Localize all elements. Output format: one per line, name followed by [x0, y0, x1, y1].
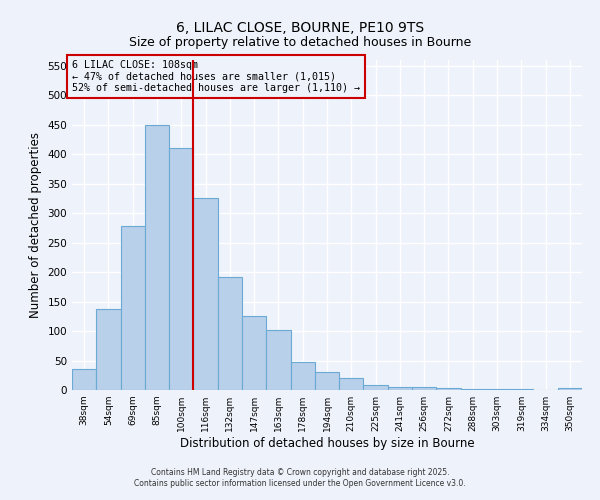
Bar [364, 386, 388, 390]
Bar [412, 387, 436, 390]
Bar [121, 226, 145, 390]
Y-axis label: Number of detached properties: Number of detached properties [29, 132, 42, 318]
Bar [315, 372, 339, 390]
Text: 6, LILAC CLOSE, BOURNE, PE10 9TS: 6, LILAC CLOSE, BOURNE, PE10 9TS [176, 20, 424, 34]
Bar [169, 148, 193, 390]
Bar [290, 362, 315, 390]
Bar [339, 378, 364, 390]
Bar [218, 277, 242, 390]
Bar [72, 370, 96, 390]
Bar [193, 198, 218, 390]
Text: Contains HM Land Registry data © Crown copyright and database right 2025.
Contai: Contains HM Land Registry data © Crown c… [134, 468, 466, 487]
Bar [461, 389, 485, 390]
X-axis label: Distribution of detached houses by size in Bourne: Distribution of detached houses by size … [179, 437, 475, 450]
Bar [388, 387, 412, 390]
Bar [558, 388, 582, 390]
Text: 6 LILAC CLOSE: 108sqm
← 47% of detached houses are smaller (1,015)
52% of semi-d: 6 LILAC CLOSE: 108sqm ← 47% of detached … [72, 60, 360, 93]
Text: Size of property relative to detached houses in Bourne: Size of property relative to detached ho… [129, 36, 471, 49]
Bar [436, 388, 461, 390]
Bar [242, 316, 266, 390]
Bar [96, 310, 121, 390]
Bar [145, 125, 169, 390]
Bar [266, 330, 290, 390]
